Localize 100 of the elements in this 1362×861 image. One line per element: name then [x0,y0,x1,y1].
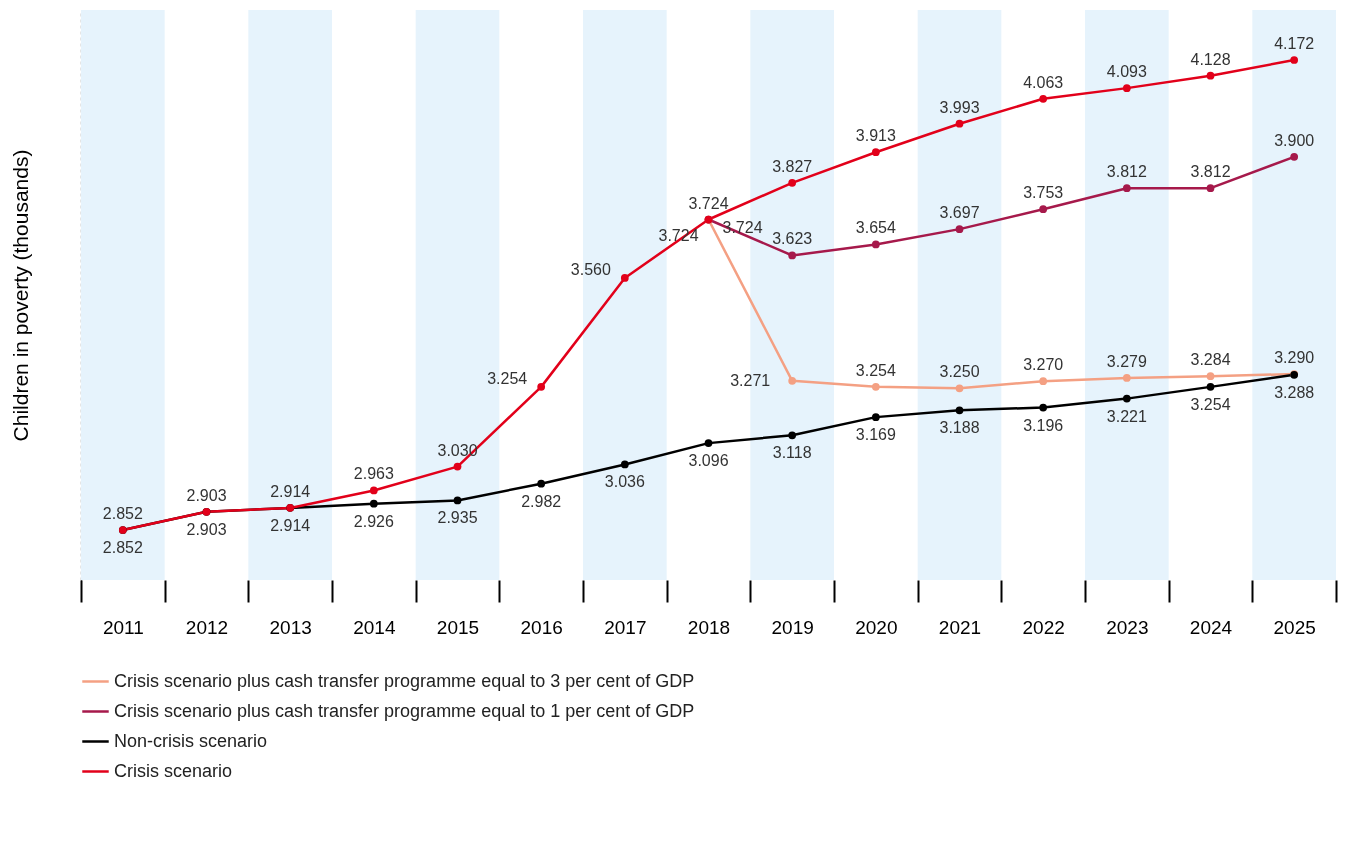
data-label: 2.914 [270,482,311,500]
data-label: 3.753 [1023,184,1064,202]
x-tick-label: 2015 [436,616,480,638]
data-label: 3.118 [772,444,812,462]
point [1122,374,1131,382]
data-label: 3.250 [939,363,980,381]
legend-label: Non-crisis scenario [114,730,268,751]
point [788,178,797,187]
point [871,148,880,157]
point [871,240,880,249]
data-label: 3.254 [487,369,528,387]
legend-label: Crisis scenario [114,760,233,781]
point [955,384,964,393]
legend-label: Crisis scenario plus cash transfer programme equal to 1 per cent of GDP [114,700,695,721]
x-tick-label: 2023 [1106,616,1149,638]
data-label: 4.063 [1023,73,1064,91]
data-label: 3.279 [1106,352,1147,370]
point [1039,205,1048,214]
x-tick-label: 2011 [102,616,144,638]
point [788,251,797,260]
data-label: 2.903 [186,486,227,504]
data-label: 3.623 [772,230,813,248]
point [369,499,378,508]
data-label: 2.935 [437,509,478,527]
data-label: 3.913 [855,127,896,145]
data-label: 3.812 [1190,163,1231,181]
x-tick-label: 2014 [353,616,396,638]
data-label: 2.914 [270,516,311,534]
data-label: 3.724 [688,194,729,212]
point [1206,372,1215,381]
point [453,462,462,471]
data-label: 3.993 [939,98,980,116]
data-label: 3.290 [1274,349,1315,367]
point [788,431,797,440]
data-label: 3.560 [570,260,611,278]
x-tick-label: 2019 [771,616,814,638]
legend-label: Crisis scenario plus cash transfer programme equal to 3 per cent of GDP [114,670,695,691]
point [620,460,629,469]
point [1039,377,1048,386]
data-label: 3.284 [1190,351,1231,369]
data-label: 2.852 [102,539,143,556]
data-label: 2.926 [353,512,394,530]
data-label: 3.254 [855,361,896,379]
point [1039,403,1048,412]
point [1290,152,1299,161]
y-axis-title: Children in poverty (thousands) [8,149,32,442]
data-label: 2.903 [186,520,227,538]
x-tick-label: 2020 [855,616,898,638]
point [1039,94,1048,103]
data-label: 3.724 [722,218,763,236]
data-label: 3.288 [1274,383,1315,401]
point [955,225,964,233]
data-label: 3.196 [1023,416,1064,434]
point [955,119,964,128]
x-tick-label: 2025 [1273,616,1316,638]
point [453,496,462,505]
x-tick-label: 2017 [604,616,647,638]
point [1206,383,1215,391]
data-label: 4.172 [1274,35,1315,52]
data-label: 3.030 [437,441,478,459]
x-tick-label: 2012 [185,616,229,638]
data-label: 3.221 [1106,407,1147,425]
x-tick-label: 2021 [938,616,982,638]
x-tick-label: 2016 [520,616,563,638]
x-tick-label: 2024 [1189,616,1233,638]
data-label: 2.982 [521,492,562,510]
x-tick-label: 2013 [269,616,312,638]
point [1122,394,1131,403]
point [537,383,546,391]
data-label: 3.254 [1190,395,1231,413]
data-label: 3.812 [1106,163,1147,181]
point [620,274,629,282]
data-label: 3.096 [688,452,729,470]
data-label: 3.188 [939,419,980,437]
data-label: 2.852 [102,505,143,522]
data-label: 3.654 [855,219,896,237]
data-label: 3.900 [1274,131,1315,149]
point [537,479,546,488]
data-label: 3.270 [1023,356,1064,374]
data-label: 3.271 [730,371,771,389]
x-tick-label: 2018 [687,616,731,638]
data-label: 3.036 [604,473,645,491]
data-label: 4.128 [1190,50,1231,68]
point [1206,71,1215,80]
data-label: 4.093 [1106,63,1147,81]
data-label: 2.963 [353,465,394,483]
data-label: 3.697 [939,204,980,222]
point [871,383,880,391]
point [788,376,797,385]
point [369,486,378,495]
point [871,413,880,421]
data-label: 3.169 [855,426,896,444]
point [1206,184,1215,193]
point [1290,56,1299,64]
point [704,439,713,447]
x-tick-label: 2022 [1022,616,1065,638]
point [1122,184,1131,193]
data-label: 3.827 [772,157,813,175]
point [955,406,964,415]
point [1122,84,1131,92]
